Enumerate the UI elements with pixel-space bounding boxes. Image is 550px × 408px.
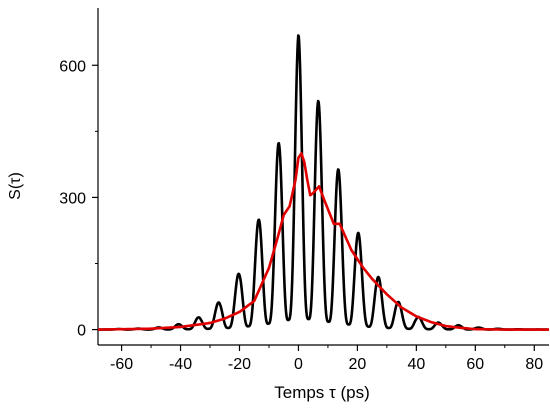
series-line-0 xyxy=(97,34,550,331)
y-tick-label: 0 xyxy=(77,323,86,340)
y-tick-label: 600 xyxy=(59,58,86,75)
y-tick-label: 300 xyxy=(59,190,86,207)
y-axis-label: S(τ) xyxy=(7,172,24,200)
series-line-1 xyxy=(97,152,549,331)
x-axis-label: Temps τ (ps) xyxy=(274,383,370,402)
chart-axes xyxy=(97,8,549,346)
x-tick-label: -60 xyxy=(110,356,133,373)
x-tick-label: -40 xyxy=(169,356,192,373)
x-tick-label: 20 xyxy=(349,356,367,373)
x-tick-label: -20 xyxy=(228,356,251,373)
series-group xyxy=(97,34,550,331)
tick-group: -60 -40 -20 0 20 40 60 80 0 300 600 xyxy=(59,58,543,373)
x-tick-label: 40 xyxy=(407,356,425,373)
x-tick-label: 80 xyxy=(525,356,543,373)
x-tick-label: 60 xyxy=(466,356,484,373)
x-tick-label: 0 xyxy=(294,356,303,373)
